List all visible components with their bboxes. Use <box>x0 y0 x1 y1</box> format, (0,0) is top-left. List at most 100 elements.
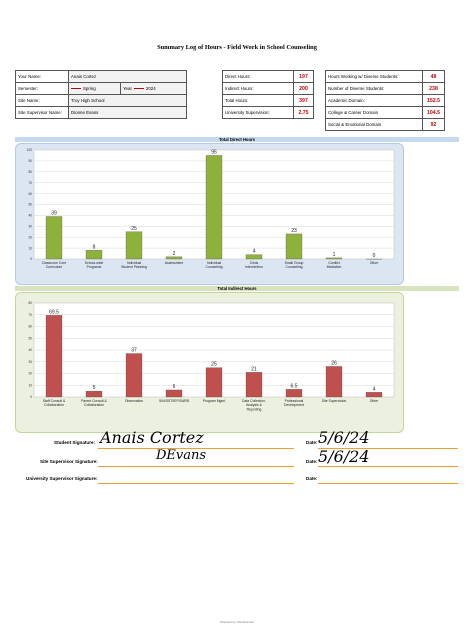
site-supervisor-label: Site Supervisor Name: <box>15 106 69 119</box>
direct-hours-label: Direct Hours: <box>222 70 294 83</box>
social-emotional-value: 92 <box>422 118 445 131</box>
student-signature-line[interactable] <box>98 448 294 449</box>
site-supervisor-signature-label: Site Supervisor Signature: <box>40 459 98 464</box>
data-label: 39 <box>51 210 57 216</box>
direct-hours-chart: 0 10 20 30 40 50 60 70 80 90 100 39 Classroom Core Cu… <box>15 143 404 285</box>
category-label: Classroom Core <box>42 261 67 265</box>
y-tick-label: 70 <box>28 313 32 317</box>
y-tick-label: 10 <box>28 246 32 250</box>
academic-domain-value: 152.5 <box>422 94 445 107</box>
university-supervision-value: 2.75 <box>293 106 314 119</box>
indirect-hours-value: 200 <box>293 82 314 95</box>
social-emotional-label: Social & Emotional Domain <box>325 118 423 131</box>
bar <box>85 250 103 260</box>
bar <box>205 155 223 260</box>
dropdown-marker-icon <box>133 87 144 90</box>
y-tick-label: 40 <box>28 214 32 218</box>
category-label: Observation <box>125 399 143 403</box>
site-supervisor-date-line[interactable] <box>318 466 458 467</box>
university-supervisor-signature-line[interactable] <box>98 483 294 484</box>
year-field[interactable]: Year 2024 <box>120 82 187 95</box>
data-label: 37 <box>131 348 137 354</box>
category-label: Programs <box>87 265 102 269</box>
category-label: School-wide <box>85 261 104 265</box>
y-tick-label: 90 <box>28 159 32 163</box>
category-label: Data Collection, <box>242 399 266 403</box>
your-name-label: Your Name: <box>15 70 69 83</box>
y-tick-label: 50 <box>28 336 32 340</box>
page-title: Summary Log of Hours - Field Work in Sch… <box>157 44 317 51</box>
category-label: Intervention <box>245 265 263 269</box>
university-supervisor-signature-label: University Supervisor Signature: <box>26 476 98 481</box>
data-label: 8 <box>93 244 96 250</box>
indirect-hours-label: Indirect Hours: <box>222 82 294 95</box>
site-supervisor-signature-line[interactable] <box>98 466 294 467</box>
semester-field[interactable]: Spring <box>67 82 122 95</box>
y-tick-label: 50 <box>28 203 32 207</box>
date-label-1: Date: <box>306 440 318 445</box>
date-label-2: Date: <box>306 459 318 464</box>
university-date-line[interactable] <box>318 483 458 484</box>
bar <box>245 372 263 398</box>
year-value: 2024 <box>145 86 156 91</box>
your-name-field[interactable]: Anais Cortez <box>68 70 187 83</box>
student-date: 5/6/24 <box>318 428 370 447</box>
bar <box>45 315 63 398</box>
category-label: Development <box>284 403 304 407</box>
y-tick-label: 60 <box>28 325 32 329</box>
bar <box>245 254 263 260</box>
data-label: 5 <box>93 385 96 391</box>
site-supervisor-signature: DEvans <box>156 448 207 463</box>
category-label: Analysis & <box>246 403 263 407</box>
direct-hours-value: 197 <box>293 70 314 83</box>
diverse-students-value: 238 <box>422 82 445 95</box>
footer-note: Scanned by CamScanner <box>219 620 255 624</box>
hours-summary-table: Direct Hours: 197 Indirect Hours: 200 To… <box>222 70 314 119</box>
y-tick-label: 70 <box>28 181 32 185</box>
category-label: Other <box>370 399 379 403</box>
y-tick-label: 40 <box>28 348 32 352</box>
category-label: Curriculum <box>46 265 63 269</box>
university-supervision-label: University Supervision: <box>222 106 294 119</box>
category-label: Small Group <box>285 261 304 265</box>
student-date-line[interactable] <box>318 448 458 449</box>
bar <box>285 233 303 260</box>
data-label: 2 <box>173 251 176 257</box>
data-label: 4 <box>253 249 256 255</box>
category-label: Professional <box>285 399 304 403</box>
category-label: Mediation <box>327 265 342 269</box>
site-supervisor-field[interactable]: Dionne Evans <box>68 106 187 119</box>
category-label: Student Planning <box>121 265 147 269</box>
bar <box>285 389 303 398</box>
y-tick-label: 80 <box>28 301 32 305</box>
site-supervisor-date: 5/6/24 <box>318 447 370 466</box>
diversity-domain-table: Hours Working w/ Diverse Students: 48 Nu… <box>325 70 445 131</box>
data-label: 26 <box>331 360 337 366</box>
bar <box>205 367 223 398</box>
data-label: 25 <box>131 226 137 232</box>
y-tick-label: 60 <box>28 192 32 196</box>
diverse-hours-label: Hours Working w/ Diverse Students: <box>325 70 423 83</box>
data-label: 95 <box>211 149 217 155</box>
site-name-field[interactable]: Troy High School <box>68 94 187 107</box>
bar <box>45 216 63 260</box>
bar <box>165 256 183 260</box>
category-label: Program Mgmt <box>203 399 225 403</box>
category-label: Site Supervision <box>322 399 347 403</box>
bar <box>125 353 143 398</box>
bar <box>365 392 383 398</box>
data-label: 69.5 <box>49 309 59 315</box>
category-label: Staff Consult & <box>43 399 66 403</box>
category-label: Crisis <box>250 261 259 265</box>
y-tick-label: 10 <box>28 383 32 387</box>
bar <box>325 366 343 398</box>
y-tick-label: 20 <box>28 235 32 239</box>
academic-domain-label: Academic Domain: <box>325 94 423 107</box>
date-label-3: Date: <box>306 476 318 481</box>
category-label: Counseling <box>286 265 303 269</box>
semester-value: Spring <box>83 86 96 91</box>
y-tick-label: 80 <box>28 170 32 174</box>
y-tick-label: 0 <box>30 257 32 261</box>
data-label: 6 <box>173 384 176 390</box>
